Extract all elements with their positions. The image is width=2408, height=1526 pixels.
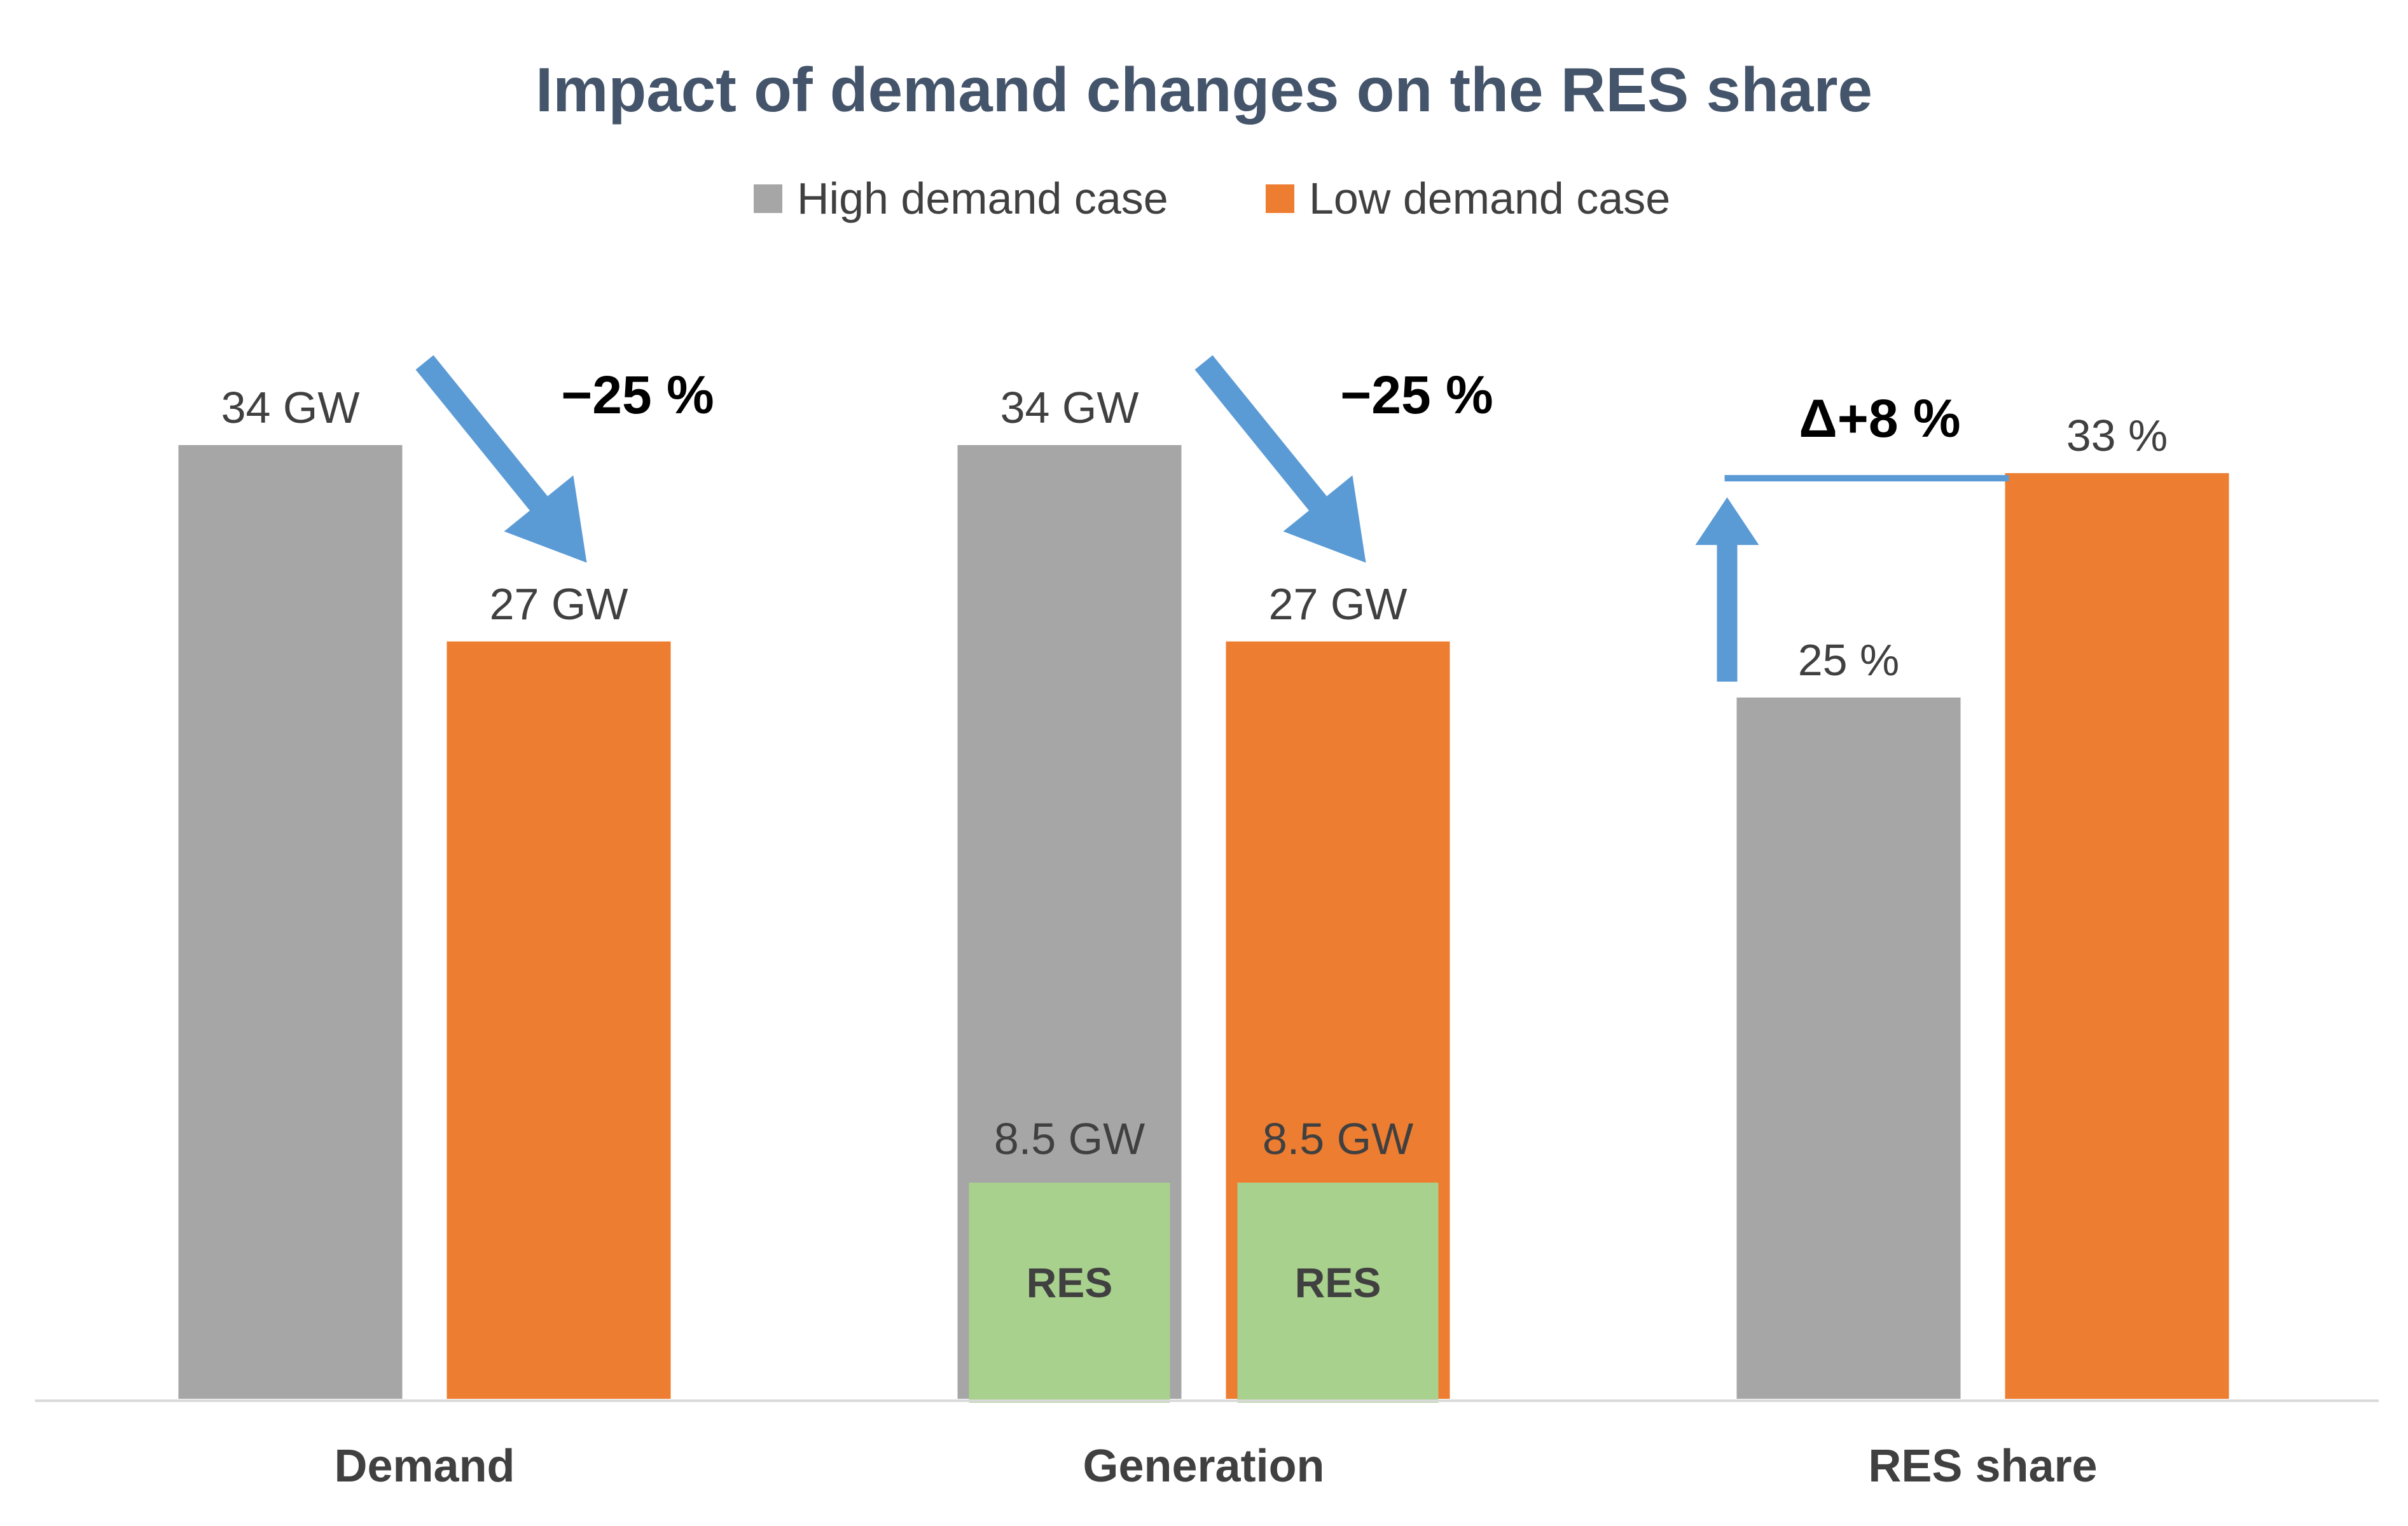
x-tick-label-res-share: RES share (1868, 1441, 2097, 1492)
res-value-label-1: 8.5 GW (994, 1114, 1145, 1164)
annotations: −25 % −25 % Δ+8 % (415, 355, 2009, 682)
arrow-down-icon (415, 355, 587, 563)
value-label-generation-low: 27 GW (1269, 579, 1408, 629)
annotation-1: −25 % (561, 365, 714, 425)
res-segment-2 (1237, 1183, 1439, 1403)
x-tick-label-demand: Demand (334, 1441, 515, 1492)
value-label-res-share-low: 33 % (2066, 411, 2168, 460)
bar-res-share-low (2005, 473, 2229, 1399)
value-label-demand-high: 34 GW (221, 383, 360, 432)
legend-label-2: Low demand case (1309, 174, 1670, 223)
res-segment-label-2: RES (1295, 1259, 1381, 1306)
value-label-res-share-high: 25 % (1798, 635, 1900, 685)
value-label-demand-low: 27 GW (490, 579, 628, 629)
annotation-2: −25 % (1340, 365, 1493, 425)
annotation-3: Δ+8 % (1799, 388, 1960, 448)
arrow-up-icon (1695, 497, 1759, 682)
res-segment-label-1: RES (1027, 1259, 1113, 1306)
legend: High demand case Low demand case (754, 174, 1670, 223)
legend-swatch-1 (754, 184, 782, 213)
legend-label-1: High demand case (797, 174, 1168, 223)
res-value-label-2: 8.5 GW (1263, 1114, 1413, 1164)
legend-swatch-2 (1266, 184, 1294, 213)
x-tick-label-generation: Generation (1083, 1441, 1324, 1492)
delta-line (1724, 475, 2009, 482)
chart-title: Impact of demand changes on the RES shar… (536, 55, 1872, 125)
value-label-generation-high: 34 GW (1000, 383, 1139, 432)
bar-demand-high (178, 445, 403, 1399)
bar-demand-low (446, 641, 671, 1399)
arrow-down-icon (1194, 355, 1366, 563)
bars: 34 GW 27 GW 34 GW 27 GW 25 % 33 % RES 8.5 GW RES… (178, 383, 2229, 1403)
x-axis: Demand Generation RES share (35, 1399, 2379, 1492)
bar-res-share-high (1736, 698, 1961, 1399)
res-segment-1 (969, 1183, 1170, 1403)
